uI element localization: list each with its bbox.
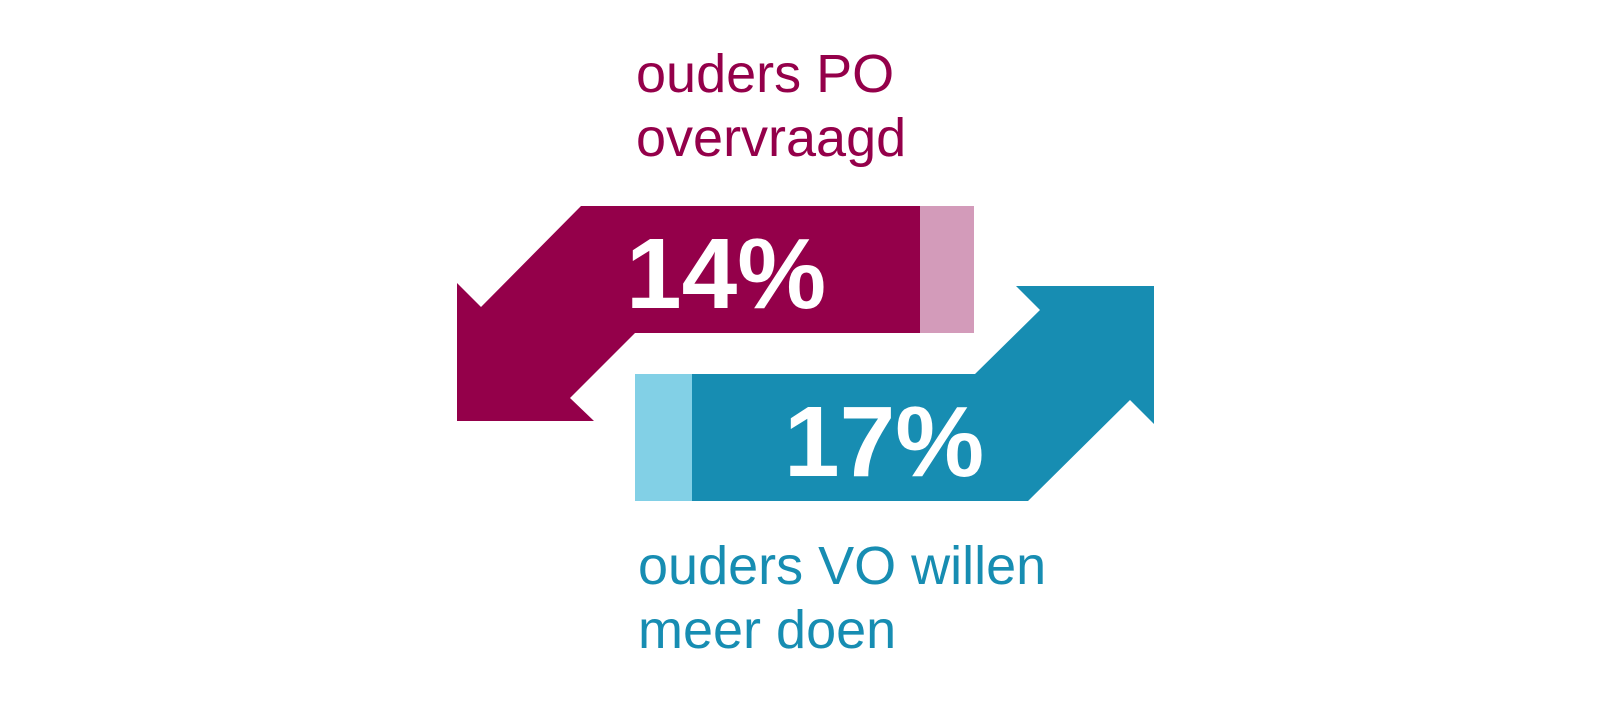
po-percent-label: 14%	[626, 218, 826, 330]
vo-percent-label: 17%	[784, 386, 984, 498]
po-caption-line-1: ouders PO	[636, 44, 895, 104]
po-arrow-body	[457, 206, 920, 421]
vo-arrow: 17%	[635, 286, 1154, 501]
vo-caption-line-2: meer doen	[638, 600, 897, 660]
vo-caption-line-1: ouders VO willen	[638, 536, 1047, 596]
po-bar-share	[920, 206, 974, 333]
po-caption-line-2: overvraagd	[636, 108, 907, 168]
vo-caption: ouders VO willen meer doen	[638, 534, 1046, 662]
po-arrow: 14%	[457, 206, 974, 421]
vo-arrow-body	[692, 286, 1154, 501]
po-caption: ouders PO overvraagd	[636, 42, 906, 170]
vo-bar-share	[635, 374, 692, 501]
